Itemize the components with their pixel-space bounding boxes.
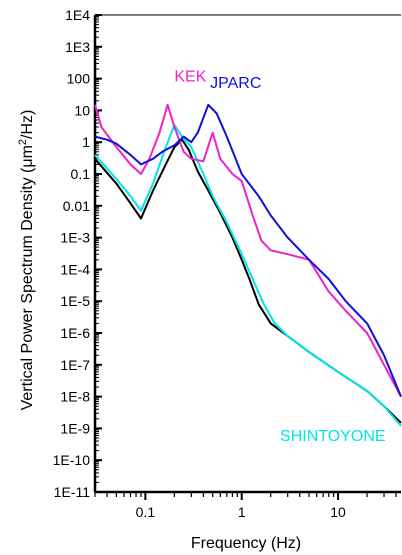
y-tick-label: 1E3 — [65, 39, 90, 55]
series-line-shintoyone-1 — [94, 123, 402, 427]
series-label-kek: KEK — [174, 69, 206, 86]
y-tick-label: 10 — [74, 102, 90, 118]
y-tick-label: 1E-6 — [60, 325, 90, 341]
y-tick-label: 0.1 — [71, 166, 91, 182]
x-tick-label: 10 — [330, 504, 346, 520]
series-label-shintoyone: SHINTOYONE — [280, 428, 386, 445]
x-axis-title: Frequency (Hz) — [191, 535, 301, 552]
x-tick-label: 1 — [238, 504, 246, 520]
y-tick-label: 1E-11 — [54, 484, 91, 500]
y-tick-label: 1E-8 — [60, 389, 90, 405]
x-axis-ticks: 0.1 1 10 — [94, 492, 397, 520]
y-tick-label: 1E-5 — [60, 293, 90, 309]
series-line-jparc-3 — [94, 103, 402, 397]
y-tick-label: 1 — [82, 134, 90, 150]
y-tick-label: 1E-7 — [60, 357, 90, 373]
x-tick-label: 0.1 — [136, 504, 156, 520]
series-line-kek-2 — [94, 103, 402, 398]
series-labels: KEK JPARC SHINTOYONE — [174, 69, 385, 445]
series-lines — [94, 103, 402, 427]
y-tick-label: 1E-10 — [53, 452, 91, 468]
y-tick-label: 1E-3 — [60, 230, 90, 246]
y-tick-label: 1E-4 — [60, 261, 90, 277]
y-tick-label: 0.01 — [63, 198, 90, 214]
y-tick-label: 100 — [67, 71, 91, 87]
series-label-jparc: JPARC — [210, 75, 261, 92]
y-axis-title: Vertical Power Spectrum Density (μm2/Hz) — [17, 110, 36, 411]
y-tick-label: 1E-9 — [60, 420, 90, 436]
y-tick-label: 1E4 — [65, 7, 90, 23]
